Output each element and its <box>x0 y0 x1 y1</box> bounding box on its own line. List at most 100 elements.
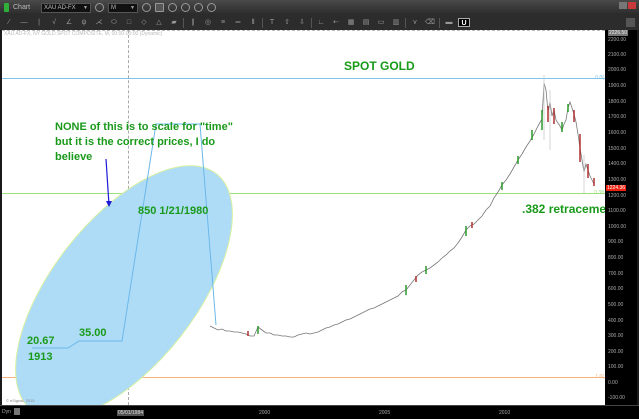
price-tick: 1300.00 <box>608 177 627 183</box>
spot-gold-title: SPOT GOLD <box>344 59 415 73</box>
fib-retracement-tool-icon[interactable]: ≡ <box>220 19 226 26</box>
fan-tool-icon[interactable]: ⋌ <box>95 19 103 26</box>
gann-tool-icon[interactable]: ◎ <box>204 19 212 26</box>
time-tick: 2010 <box>499 410 511 416</box>
highlight-ellipse[interactable] <box>2 129 273 405</box>
up-arrow-tool-icon[interactable]: ⇧ <box>284 19 290 26</box>
price-tick: 400.00 <box>608 318 624 324</box>
chevron-down-icon[interactable]: ▼ <box>83 4 88 11</box>
price-candles <box>209 75 595 338</box>
zigzag-tool-icon[interactable]: ⋎ <box>412 19 418 26</box>
restore-button[interactable] <box>619 2 627 9</box>
price-tick: 1800.00 <box>608 99 627 105</box>
label-35: 35.00 <box>79 327 107 339</box>
scale-note-line-1: NONE of this is to scale for "time" <box>55 121 233 133</box>
column-tool-icon[interactable]: ▭ <box>377 19 385 26</box>
chart-drawing-layer <box>2 75 595 405</box>
fib-level-0-line <box>2 78 605 79</box>
time-axis[interactable]: Dyn 05/01/1984 2000 2005 2010 <box>0 405 639 419</box>
chart-tool-icon[interactable]: ▤ <box>362 19 370 26</box>
comment-tool-icon[interactable]: ▬ <box>445 19 453 26</box>
price-tick: 2200.00 <box>608 37 627 43</box>
fib-level-382-label: 0.38 <box>594 190 604 196</box>
horizontal-line-tool-icon[interactable]: — <box>20 19 28 26</box>
toolbar-divider <box>405 17 406 28</box>
title-bar: Chart XAU AD-FX ▼ M ▼ <box>0 0 639 15</box>
dynamic-label: Dyn <box>2 409 11 415</box>
toolbar-divider <box>311 17 312 28</box>
table-tool-icon[interactable]: ▥ <box>392 19 400 26</box>
zoom-out-icon[interactable] <box>168 3 177 12</box>
arrow-tool-icon[interactable]: ⇠ <box>333 19 339 26</box>
price-axis-top-value: 2226.50 <box>608 30 629 36</box>
last-price-marker: 1224.36 <box>606 185 627 191</box>
price-tick: 1200.00 <box>608 193 627 199</box>
angle-tool-icon[interactable]: ∠ <box>65 19 73 26</box>
rectangle-tool-icon[interactable]: □ <box>126 19 132 26</box>
eraser-tool-icon[interactable]: ⌫ <box>425 19 435 26</box>
window-title: Chart <box>13 4 31 11</box>
period-select[interactable]: M ▼ <box>108 2 138 13</box>
drawing-toolbar: ⁄ — | √ ∠ ψ ⋌ ⬭ □ ◇ △ ▰ ∥ ◎ ≡ ═ ⦀ T ⇧ ⇩ … <box>0 15 639 30</box>
text-tool-icon[interactable]: T <box>269 19 275 26</box>
channel-tool-icon[interactable]: ▰ <box>171 19 177 26</box>
period-value: M <box>111 4 116 11</box>
scale-note-line-3: believe <box>55 151 93 163</box>
price-tick: 1000.00 <box>608 224 627 230</box>
grid-tool-icon[interactable]: ▦ <box>347 19 355 26</box>
fib-levels-tool-icon[interactable]: ═ <box>235 19 241 26</box>
fib-level-382-line <box>2 193 605 194</box>
price-tick: 1900.00 <box>608 83 627 89</box>
symbol-settings-icon[interactable] <box>95 3 104 12</box>
time-tick: 2005 <box>379 410 391 416</box>
parallel-tool-icon[interactable]: ∥ <box>191 19 195 26</box>
fib-level-1-label: 1.0( <box>595 374 604 380</box>
symbol-input[interactable]: XAU AD-FX ▼ <box>41 2 91 13</box>
pencil-icon[interactable] <box>155 3 164 12</box>
pitchfork-tool-icon[interactable]: ψ <box>81 19 87 26</box>
top-border-dash <box>2 30 605 31</box>
chart-info-line: XAU AD-FX, NY GOLD SPOT COMPOSITE, M, 00… <box>4 31 163 37</box>
price-tick: 1700.00 <box>608 114 627 120</box>
down-arrow-tool-icon[interactable]: ⇩ <box>299 19 305 26</box>
price-tick: 100.00 <box>608 364 624 370</box>
toolbar-divider <box>439 17 440 28</box>
time-tick: 2000 <box>259 410 271 416</box>
price-tick: 600.00 <box>608 286 624 292</box>
symbol-value: XAU AD-FX <box>44 4 76 11</box>
shape-tool-icon[interactable]: ◇ <box>141 19 147 26</box>
price-axis[interactable]: 2226.50 2200.00 2100.00 2000.00 1900.00 … <box>605 30 637 405</box>
measure-tool-icon[interactable]: ∟ <box>317 19 325 26</box>
toolbar-divider <box>262 17 263 28</box>
window-controls <box>619 2 636 9</box>
cursor-date-label: 05/01/1984 <box>117 410 145 416</box>
triangle-tool-icon[interactable]: △ <box>156 19 162 26</box>
chart-plot-area[interactable]: XAU AD-FX, NY GOLD SPOT COMPOSITE, M, 00… <box>2 30 605 405</box>
arrow-head-icon <box>106 201 112 207</box>
label-20-67: 20.67 <box>27 335 55 347</box>
price-tick: 1500.00 <box>608 146 627 152</box>
price-tick: 900.00 <box>608 239 624 245</box>
price-tick: 300.00 <box>608 333 624 339</box>
panel-toggle-button[interactable] <box>626 18 635 27</box>
dynamic-toggle-button[interactable] <box>14 408 20 415</box>
zoom-in-icon[interactable] <box>181 3 190 12</box>
fib-level-1-line <box>2 377 605 378</box>
chart-app-icon <box>4 3 9 12</box>
chevron-down-icon[interactable]: ▼ <box>130 4 135 11</box>
link-icon[interactable] <box>207 3 216 12</box>
cycle-lines-tool-icon[interactable]: ⦀ <box>251 19 255 26</box>
ellipse-tool-icon[interactable]: ⬭ <box>111 19 117 26</box>
line-tool-icon[interactable]: ⁄ <box>8 19 10 26</box>
vertical-line-tool-icon[interactable]: | <box>38 19 40 26</box>
u-button[interactable]: U <box>458 18 470 27</box>
price-tick: 1400.00 <box>608 161 627 167</box>
polyline-tool-icon[interactable]: √ <box>52 19 56 26</box>
price-tick: 0.00 <box>608 380 618 386</box>
schematic-price-path <box>32 123 217 349</box>
scale-note-line-2: but it is the correct prices, I do <box>55 136 216 148</box>
close-button[interactable] <box>628 2 636 9</box>
clock-icon[interactable] <box>142 3 151 12</box>
refresh-icon[interactable] <box>194 3 203 12</box>
toolbar-divider <box>183 17 184 28</box>
